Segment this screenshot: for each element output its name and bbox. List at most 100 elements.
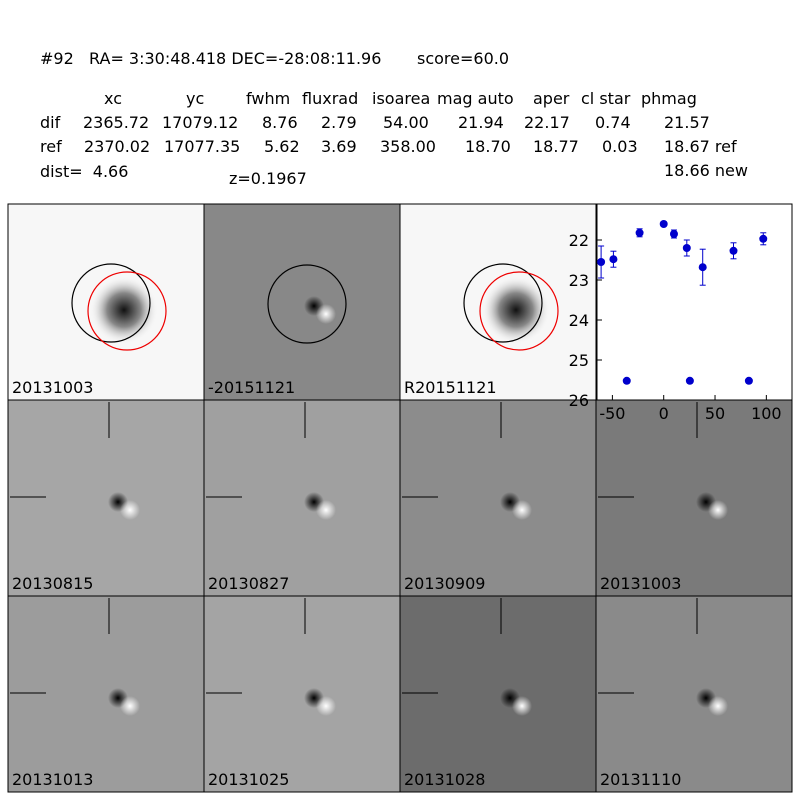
point — [698, 263, 707, 272]
cell: 5.62 — [264, 137, 300, 156]
cell: 21.94 — [458, 113, 504, 132]
panels: 20131003 -20151121 R20151121 20130815 201308… — [7, 203, 793, 793]
y-tick-label: 26 — [569, 391, 589, 410]
ref-circle — [463, 263, 543, 343]
image — [7, 595, 205, 793]
redshift: z=0.1967 — [229, 169, 307, 188]
image-panel: 20131013 — [7, 595, 205, 793]
title: #92 RA= 3:30:48.418 DEC=-28:08:11.96 sco… — [40, 49, 509, 68]
dipole-light — [120, 500, 140, 520]
cell: 22.17 — [524, 113, 570, 132]
point — [669, 230, 678, 238]
point — [685, 376, 694, 385]
header: #92 RA= 3:30:48.418 DEC=-28:08:11.96 sco… — [40, 49, 748, 188]
point — [597, 258, 606, 266]
column-header: yc — [186, 89, 204, 108]
panel-label: 20130815 — [12, 574, 93, 593]
new-circle — [87, 271, 167, 351]
cell: 18.70 — [465, 137, 511, 156]
cell: 0.74 — [595, 113, 631, 132]
column-header: isoarea — [372, 89, 430, 108]
image-panel: 20130815 — [7, 399, 205, 597]
panel-label: 20131013 — [12, 770, 93, 789]
panel-label: -20151121 — [208, 378, 295, 397]
panel-label: 20131003 — [12, 378, 93, 397]
image-panel: 20130827 — [203, 399, 401, 597]
cell: 17077.35 — [164, 137, 240, 156]
panel-label: 20131110 — [600, 770, 681, 789]
x-tick-label: -50 — [599, 404, 625, 423]
panel-label: 20130909 — [404, 574, 485, 593]
image — [595, 595, 793, 793]
point — [609, 255, 618, 264]
y-tick-label: 25 — [569, 351, 589, 370]
cell: 2365.72 — [83, 113, 149, 132]
ref-circle — [267, 264, 347, 344]
image-panel: 20131003 — [595, 399, 793, 597]
point — [622, 376, 631, 385]
image — [7, 399, 205, 597]
image-panel: 20131110 — [595, 595, 793, 793]
cell: 8.76 — [262, 113, 298, 132]
cell: 17079.12 — [162, 113, 238, 132]
cell: 0.03 — [602, 137, 638, 156]
y-tick-label: 24 — [569, 311, 589, 330]
panel-label: 20131003 — [600, 574, 681, 593]
panel-label: 20131025 — [208, 770, 289, 789]
x-tick-label: 50 — [705, 404, 725, 423]
image-panel: 20130909 — [399, 399, 597, 597]
dipole-light — [512, 500, 532, 520]
x-tick-label: 100 — [751, 404, 782, 423]
image — [203, 399, 401, 597]
cell: 2.79 — [321, 113, 357, 132]
extra-mag: 18.66 new — [664, 161, 748, 180]
dipole-light — [512, 696, 532, 716]
new-circle — [479, 271, 559, 351]
plot: 22 23 24 25 26 -50 0 50 100 — [569, 203, 793, 423]
x-tick-label: 0 — [659, 404, 669, 423]
cell: 3.69 — [321, 137, 357, 156]
cell: 18.67 ref — [664, 137, 737, 156]
point — [744, 376, 753, 385]
y-tick-label: 22 — [569, 231, 589, 250]
cell: 2370.02 — [84, 137, 150, 156]
row-name: dif — [40, 113, 61, 132]
column-header: mag auto — [437, 89, 514, 108]
cell: 18.77 — [533, 137, 579, 156]
panel-label: 20131028 — [404, 770, 485, 789]
dipole-light — [708, 500, 728, 520]
image — [203, 203, 401, 401]
dipole-light — [120, 696, 140, 716]
point — [682, 244, 691, 252]
cell: 21.57 — [664, 113, 710, 132]
source — [482, 276, 550, 344]
image-panel: -20151121 — [203, 203, 401, 401]
image — [399, 399, 597, 597]
column-header: fwhm — [246, 89, 290, 108]
y-tick-label: 23 — [569, 271, 589, 290]
row-name: ref — [40, 137, 62, 156]
column-header: cl star — [581, 89, 631, 108]
image-panel: 20131003 — [7, 203, 205, 401]
dipole-light — [316, 304, 336, 324]
dipole-light — [316, 696, 336, 716]
dipole-light — [708, 696, 728, 716]
image-panel: 20131028 — [399, 595, 597, 793]
column-header: aper — [533, 89, 570, 108]
dist: dist= 4.66 — [40, 162, 128, 181]
cell: 358.00 — [380, 137, 436, 156]
source — [90, 276, 158, 344]
image-panel: 20131025 — [203, 595, 401, 793]
image-panel: R20151121 — [399, 203, 597, 401]
panel-label: 20130827 — [208, 574, 289, 593]
panel-label: R20151121 — [404, 378, 497, 397]
point — [759, 234, 768, 243]
point — [729, 246, 738, 255]
ref-circle — [71, 263, 151, 343]
image — [595, 399, 793, 597]
point — [635, 228, 644, 237]
image — [203, 595, 401, 793]
column-header: phmag — [641, 89, 697, 108]
cell: 54.00 — [383, 113, 429, 132]
